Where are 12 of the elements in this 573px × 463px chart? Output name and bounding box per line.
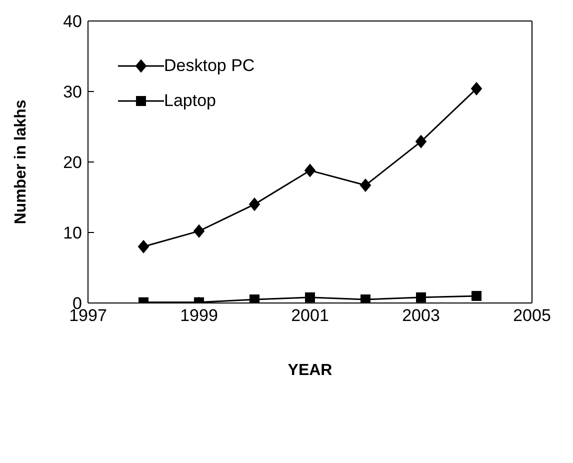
x-tick-label: 2005 xyxy=(513,306,551,326)
y-tick-label: 20 xyxy=(63,153,82,172)
x-axis-title: YEAR xyxy=(288,362,333,379)
y-tick-label: 40 xyxy=(63,12,82,32)
legend-label: Laptop xyxy=(164,90,216,110)
x-tick-label: 1999 xyxy=(180,306,218,326)
y-tick-label: 10 xyxy=(63,224,82,243)
y-axis-title: Number in lakhs xyxy=(12,100,30,224)
x-tick-label: 2001 xyxy=(291,306,329,326)
x-tick-label: 2003 xyxy=(402,306,440,326)
y-tick-label: 30 xyxy=(63,82,82,102)
legend-label: Desktop PC xyxy=(164,56,255,76)
